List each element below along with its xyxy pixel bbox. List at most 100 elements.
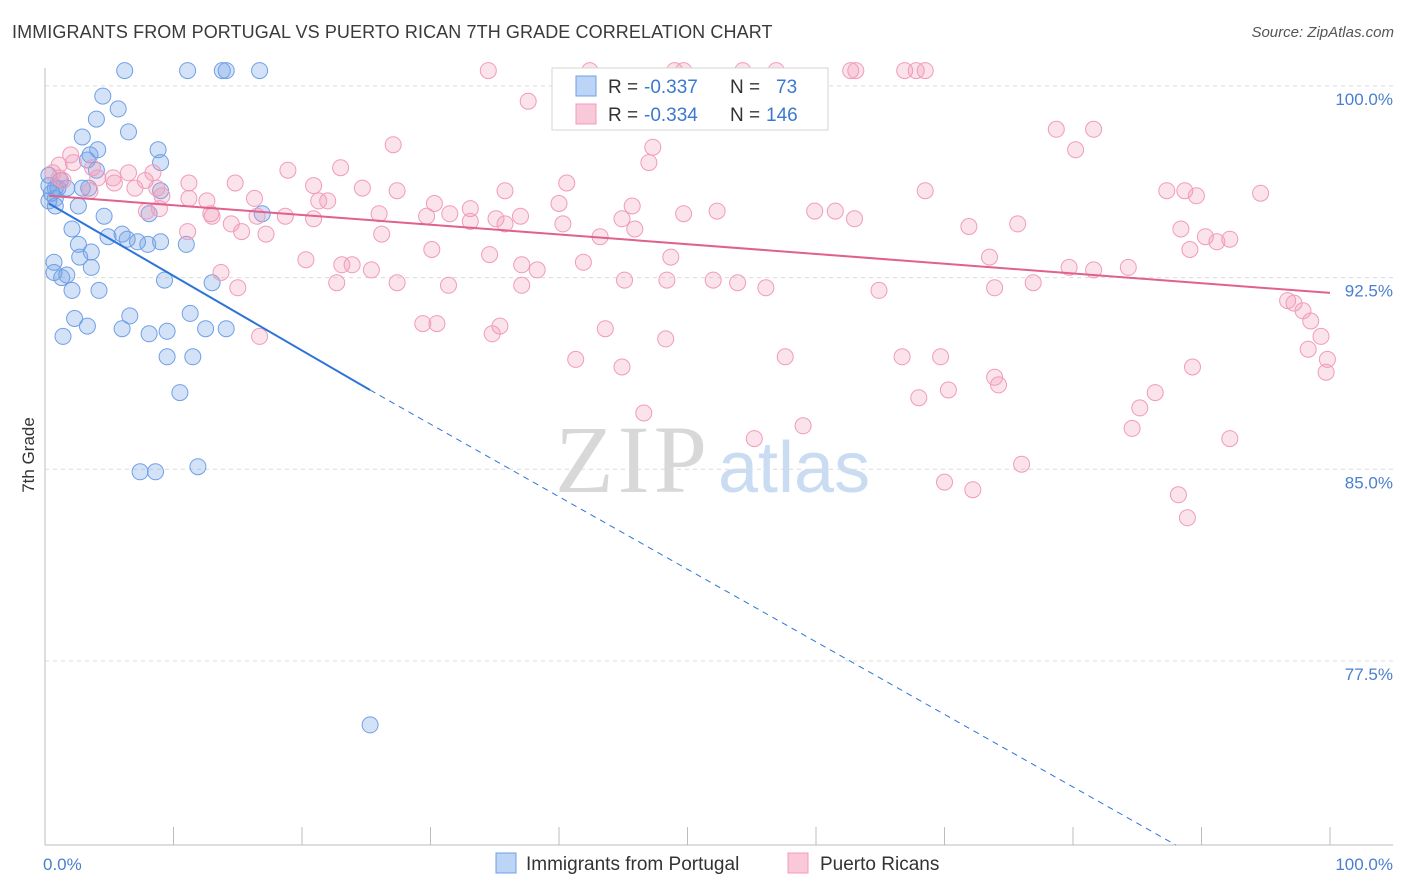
x-tick-labels: 0.0% 100.0% bbox=[43, 855, 1393, 874]
portugal-point-39 bbox=[69, 235, 87, 253]
puerto-rican-point-157 bbox=[1178, 509, 1196, 527]
puerto-rican-point-127 bbox=[1318, 350, 1336, 368]
portugal-point-62 bbox=[158, 322, 176, 340]
portugal-point-4 bbox=[251, 62, 269, 80]
puerto-rican-point-156 bbox=[1169, 486, 1187, 504]
puerto-rican-point-101 bbox=[574, 253, 592, 271]
puerto-rican-point-70 bbox=[487, 210, 505, 228]
portugal-point-9 bbox=[73, 128, 91, 146]
puerto-rican-point-106 bbox=[1119, 258, 1137, 276]
puerto-rican-point-65 bbox=[276, 207, 294, 225]
puerto-rican-point-126 bbox=[1299, 340, 1317, 358]
portugal-point-8 bbox=[120, 123, 137, 141]
portugal-point-48 bbox=[53, 269, 71, 287]
puerto-rican-point-130 bbox=[414, 315, 432, 333]
portugal-point-40 bbox=[139, 235, 157, 253]
portugal-point-56 bbox=[78, 317, 96, 335]
y-tick-label-3: 77.5% bbox=[1345, 665, 1393, 684]
puerto-rican-point-129 bbox=[251, 327, 269, 345]
puerto-rican-point-68 bbox=[418, 207, 436, 225]
trend-lines bbox=[48, 194, 1331, 846]
puerto-rican-point-144 bbox=[910, 389, 928, 407]
portugal-point-67 bbox=[131, 463, 149, 481]
puerto-rican-point-109 bbox=[229, 279, 247, 297]
puerto-rican-point-142 bbox=[986, 368, 1004, 386]
legend-r-label-1: R = bbox=[608, 77, 638, 98]
puerto-rican-point-75 bbox=[613, 210, 631, 228]
portugal-trend-line bbox=[48, 202, 371, 391]
puerto-rican-point-41 bbox=[388, 182, 406, 200]
y-tick-label-2: 85.0% bbox=[1345, 473, 1393, 492]
axes bbox=[44, 68, 1393, 846]
puerto-rican-point-102 bbox=[662, 248, 680, 266]
puerto-rican-point-115 bbox=[704, 271, 722, 289]
puerto-rican-point-71 bbox=[461, 212, 479, 230]
puerto-rican-point-147 bbox=[635, 404, 653, 422]
x-tick-label-0: 0.0% bbox=[43, 855, 82, 874]
y-tick-label-0: 100.0% bbox=[1335, 90, 1393, 109]
puerto-rican-point-95 bbox=[297, 251, 315, 269]
portugal-point-65 bbox=[171, 384, 189, 402]
puerto-rican-point-57 bbox=[623, 197, 641, 215]
puerto-rican-point-6 bbox=[842, 62, 860, 80]
puerto-rican-point-137 bbox=[613, 358, 631, 376]
puerto-rican-point-47 bbox=[1252, 184, 1270, 202]
puerto-rican-point-146 bbox=[1146, 384, 1164, 402]
puerto-rican-point-133 bbox=[483, 325, 501, 343]
portugal-point-58 bbox=[140, 325, 158, 343]
puerto-rican-point-117 bbox=[757, 279, 775, 297]
portugal-point-47 bbox=[58, 266, 76, 284]
portugal-trend-extension bbox=[369, 389, 1177, 846]
portugal-point-60 bbox=[217, 320, 235, 338]
puerto-rican-point-12 bbox=[1047, 120, 1065, 138]
bottom-legend-label-portugal: Immigrants from Portugal bbox=[526, 854, 739, 875]
portugal-point-57 bbox=[113, 320, 131, 338]
portugal-point-6 bbox=[109, 100, 127, 118]
puerto-rican-point-9 bbox=[907, 62, 925, 80]
portugal-point-55 bbox=[66, 310, 84, 327]
puerto-rican-point-154 bbox=[936, 473, 953, 491]
puerto-rican-point-76 bbox=[626, 220, 644, 238]
puerto-rican-point-143 bbox=[990, 376, 1007, 394]
puerto-rican-point-114 bbox=[616, 271, 633, 289]
puerto-rican-trend-line bbox=[48, 194, 1331, 294]
portugal-point-69 bbox=[361, 716, 379, 734]
puerto-rican-point-85 bbox=[233, 223, 251, 241]
bottom-legend-label-puerto-rican: Puerto Ricans bbox=[820, 854, 939, 875]
puerto-rican-point-39 bbox=[226, 174, 244, 192]
puerto-rican-point-27 bbox=[89, 169, 107, 187]
puerto-rican-point-118 bbox=[870, 281, 888, 299]
puerto-rican-point-110 bbox=[328, 274, 346, 292]
puerto-rican-point-29 bbox=[54, 172, 72, 189]
puerto-rican-point-125 bbox=[1312, 327, 1330, 345]
puerto-rican-point-104 bbox=[981, 248, 998, 266]
puerto-rican-point-19 bbox=[640, 154, 658, 172]
series-portugal-points bbox=[40, 62, 379, 734]
portugal-point-37 bbox=[129, 233, 146, 251]
legend-n-label-2: N = bbox=[730, 105, 760, 126]
legend-swatch-blue bbox=[575, 75, 597, 97]
portugal-point-41 bbox=[177, 235, 195, 253]
puerto-rican-point-7 bbox=[847, 62, 865, 80]
puerto-rican-point-49 bbox=[180, 189, 198, 207]
portugal-point-59 bbox=[197, 320, 215, 338]
puerto-rican-point-50 bbox=[198, 192, 216, 210]
puerto-rican-point-18 bbox=[64, 154, 82, 172]
y-tick-label-1: 92.5% bbox=[1345, 282, 1393, 301]
puerto-rican-point-80 bbox=[846, 210, 863, 228]
puerto-rican-point-84 bbox=[179, 223, 197, 241]
bottom-legend-swatch-blue bbox=[495, 852, 517, 874]
puerto-rican-point-73 bbox=[496, 215, 514, 233]
puerto-rican-point-10 bbox=[916, 62, 934, 80]
portugal-point-0 bbox=[116, 62, 134, 80]
y-axis-label: 7th Grade bbox=[19, 417, 38, 493]
puerto-rican-point-140 bbox=[932, 348, 950, 366]
puerto-rican-point-96 bbox=[333, 256, 351, 274]
portugal-point-68 bbox=[147, 463, 164, 481]
portugal-point-33 bbox=[63, 220, 81, 238]
puerto-rican-point-149 bbox=[745, 430, 763, 448]
puerto-rican-point-43 bbox=[916, 182, 934, 200]
puerto-rican-point-55 bbox=[461, 200, 479, 218]
bottom-legend-swatch-pink bbox=[787, 852, 809, 874]
